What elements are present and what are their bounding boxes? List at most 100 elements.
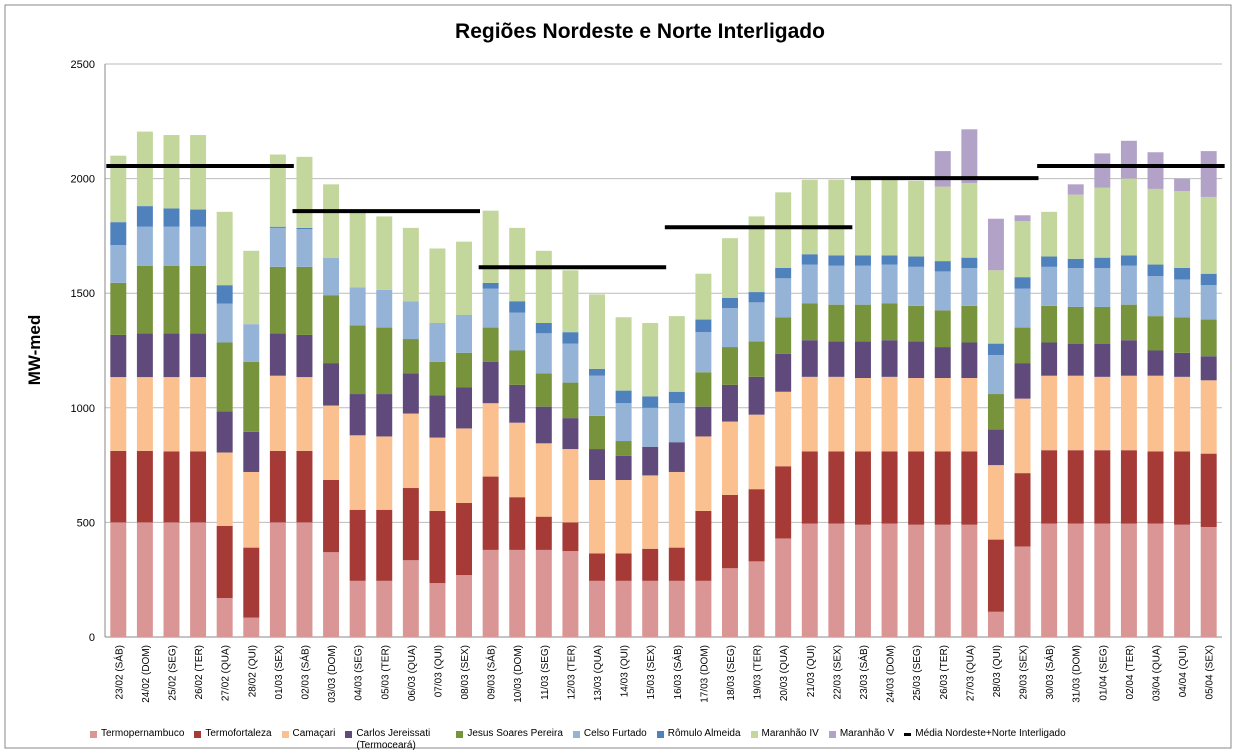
bar-segment [110, 245, 127, 283]
bar-segment [775, 391, 792, 467]
legend: Termopernambuco Termofortaleza Camaçari Car… [90, 728, 1230, 752]
bar-segment [163, 135, 180, 209]
bar-segment [562, 270, 579, 333]
bar-segment [402, 373, 419, 414]
bar-segment [695, 436, 712, 511]
bar-segment [615, 441, 632, 456]
bar-segment [110, 377, 127, 451]
bar-segment [722, 568, 738, 637]
bar-segment [535, 322, 552, 334]
legend-label: Camaçari [292, 728, 336, 739]
bar-segment [376, 289, 393, 328]
bar-segment [1067, 523, 1084, 637]
bar-segment [163, 377, 180, 452]
bar-segment [456, 387, 473, 429]
bar-segment [615, 553, 632, 581]
x-tick-label: 24/02 (DOM) [141, 645, 152, 703]
bar-segment [1094, 306, 1111, 344]
x-tick-label: 02/04 (TER) [1125, 645, 1136, 699]
x-tick-label: 09/03 (SÁB) [485, 645, 498, 699]
bar-segment [1067, 267, 1084, 307]
bar-segment [562, 522, 579, 552]
bar-segment [402, 560, 419, 637]
bar-segment [190, 135, 207, 210]
x-tick-label: 04/03 (SEG) [354, 645, 365, 701]
bar-segment [296, 450, 313, 523]
bar-segment [1147, 264, 1164, 277]
bar-segment [961, 267, 978, 306]
bar-segment [429, 583, 446, 637]
bar-segment [589, 553, 605, 581]
bar-segment [1094, 267, 1111, 307]
bar-segment [881, 451, 898, 524]
bar-segment [216, 411, 233, 453]
bar-segment [1200, 151, 1217, 197]
bar-segment [668, 471, 685, 548]
bar-segment [934, 261, 951, 272]
bar-segment [509, 497, 526, 550]
chart-title: Regiões Nordeste e Norte Interligado [455, 20, 825, 43]
bar-segment [801, 451, 818, 524]
bar-segment [429, 437, 446, 511]
bar-segment [269, 522, 286, 637]
bar-segment [987, 611, 1004, 637]
bar-segment [881, 179, 898, 256]
bar-segment [722, 347, 738, 385]
bar-segment [828, 341, 845, 377]
bar-segment [1120, 255, 1137, 266]
bar-segment [243, 547, 260, 618]
bar-segment [190, 333, 207, 378]
bar-segment [482, 403, 499, 477]
bar-segment [163, 451, 180, 523]
bar-segment [1174, 376, 1191, 452]
bar-segment [1014, 277, 1031, 289]
bar-segment [695, 319, 712, 333]
bar-segment [801, 179, 818, 255]
bar-segment [775, 353, 792, 392]
bar-segment [801, 376, 818, 452]
bar-segment [136, 522, 153, 637]
bar-segment [216, 211, 233, 286]
bar-segment [748, 561, 765, 637]
bar-segment [801, 264, 818, 304]
bar-segment [376, 580, 393, 637]
bar-segment [1014, 473, 1031, 547]
bar-segment [1174, 451, 1191, 525]
x-tick-label: 21/03 (QUI) [806, 645, 817, 697]
bar-segment [1041, 450, 1058, 524]
bar-segment [1041, 375, 1058, 451]
bar-segment [828, 255, 845, 266]
bar-segment [243, 617, 260, 637]
bar-segment [722, 421, 738, 495]
bar-segment [1041, 211, 1058, 257]
bar-segment [1174, 191, 1191, 268]
bar-segment [296, 229, 313, 267]
bar-segment [349, 287, 366, 326]
x-tick-label: 03/04 (QUA) [1152, 645, 1163, 701]
bar-segment [668, 442, 685, 472]
x-tick-label: 01/04 (SEG) [1098, 645, 1109, 701]
bar-segment [589, 449, 605, 480]
bar-segment [1147, 523, 1164, 637]
bar-segment [243, 361, 260, 432]
legend-item: Jesus Soares Pereira [456, 728, 563, 752]
bar-segment [987, 539, 1004, 612]
bar-segment [695, 332, 712, 373]
bar-segment [828, 451, 845, 524]
bar-segment [1174, 267, 1191, 280]
bar-segment [961, 378, 978, 452]
bar-segment [110, 222, 127, 246]
bar-segment [1094, 153, 1111, 188]
bar-segment [429, 361, 446, 396]
bar-segment [190, 226, 207, 266]
bar-segment [642, 475, 659, 549]
x-tick-label: 31/03 (DOM) [1072, 645, 1083, 703]
bar-segment [1120, 304, 1137, 341]
bar-segment [1200, 380, 1217, 454]
x-tick-label: 02/03 (SÁB) [298, 645, 311, 699]
bar-segment [509, 312, 526, 351]
bar-segment [1067, 194, 1084, 259]
bar-segment [1200, 356, 1217, 381]
bar-segment [961, 451, 978, 525]
bar-segment [801, 340, 818, 377]
